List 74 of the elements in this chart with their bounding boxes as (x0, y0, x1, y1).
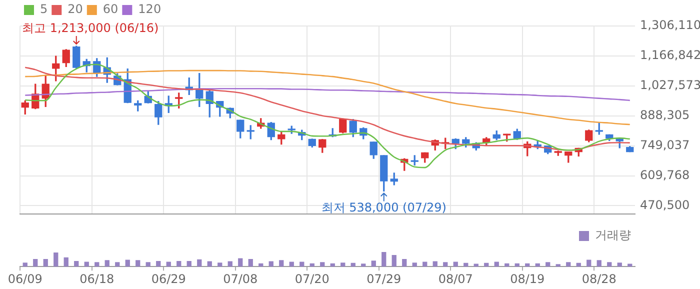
bar (166, 262, 171, 267)
bar (54, 252, 58, 267)
annotation: 최저 538,000 (07/29) (321, 200, 446, 214)
bar (443, 262, 448, 267)
bar (74, 261, 79, 267)
bar (156, 261, 161, 267)
bar (146, 262, 150, 267)
bar (607, 262, 612, 267)
bar (340, 262, 346, 267)
x-tick-label: 07/08 (223, 272, 258, 286)
bar (617, 262, 622, 267)
bar (64, 257, 68, 267)
x-tick-label: 08/28 (582, 272, 616, 286)
bar (33, 258, 38, 267)
bar (494, 262, 499, 267)
bar (320, 262, 325, 267)
bar (197, 259, 202, 267)
bar (392, 255, 396, 267)
bar (43, 258, 48, 267)
bar (484, 262, 489, 267)
bar (361, 264, 366, 267)
x-tick-label: 08/19 (510, 272, 545, 286)
x-tick-label: 07/29 (366, 272, 402, 286)
bar (125, 260, 130, 267)
y-tick-label: 888,305 (640, 108, 690, 122)
bar (300, 262, 304, 267)
annotation: 최고 1,213,000 (06/16) (22, 21, 159, 36)
bar (238, 258, 243, 267)
bar (104, 260, 110, 267)
bar (228, 261, 232, 267)
bar (422, 262, 428, 267)
x-tick-label: 07/20 (294, 272, 330, 286)
x-tick-label: 06/18 (80, 272, 114, 286)
bar (453, 262, 458, 267)
legend-label: 120 (138, 2, 162, 16)
bar (576, 262, 581, 267)
bar (186, 261, 192, 267)
y-tick-label: 749,037 (640, 138, 690, 152)
y-tick-label: 1,306,110 (640, 18, 700, 32)
y-tick-label: 609,768 (640, 168, 690, 182)
legend-label: 5 (40, 2, 48, 16)
bar (566, 262, 571, 267)
bar (176, 261, 182, 267)
legend-label: 거래량 (595, 228, 631, 242)
y-tick-label: 470,500 (640, 198, 690, 212)
bar (586, 260, 592, 267)
y-tick-label: 1,027,573 (640, 78, 700, 92)
bar (412, 262, 417, 267)
y-tick-label: 1,166,842 (640, 48, 700, 62)
bar (350, 262, 356, 267)
bar (94, 262, 100, 267)
bar (556, 264, 560, 267)
bar (136, 260, 140, 267)
legend-label: 20 (68, 2, 83, 16)
bar (268, 261, 274, 267)
bar (432, 261, 438, 267)
bar (248, 258, 253, 267)
bar (546, 262, 550, 267)
bar (22, 262, 28, 267)
x-tick-label: 08/07 (438, 272, 473, 286)
bar (402, 258, 407, 267)
bar (207, 261, 212, 267)
bar (279, 260, 284, 267)
x-tick-label: 06/29 (151, 272, 186, 286)
bar (115, 262, 120, 267)
bar (371, 260, 376, 267)
bar (464, 262, 468, 267)
legend-label: 60 (102, 2, 118, 16)
bar (289, 262, 294, 267)
x-tick-label: 06/09 (8, 272, 42, 286)
bar (382, 252, 386, 267)
bar (84, 262, 89, 267)
bar (218, 262, 222, 267)
bar (596, 260, 602, 267)
